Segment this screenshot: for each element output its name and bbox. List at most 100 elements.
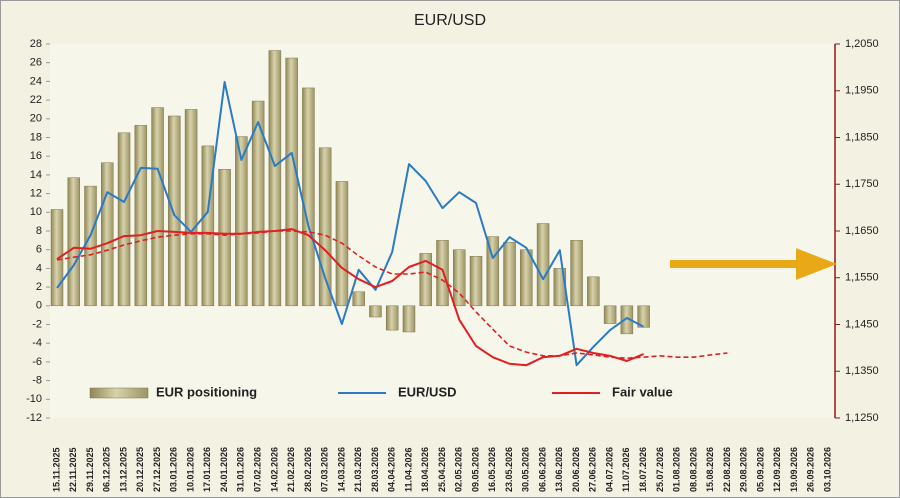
x-tick-label: 21.03.2026 <box>353 447 363 492</box>
bar <box>536 223 550 307</box>
bar <box>369 305 382 318</box>
x-tick-label: 12.09.2026 <box>772 447 782 492</box>
x-tick-label: 23.05.2026 <box>504 447 514 492</box>
bar <box>235 136 248 307</box>
x-tick-label: 27.12.2025 <box>152 447 162 492</box>
y2-tick-label: 1,1750 <box>845 178 879 190</box>
y-tick-label: -4 <box>32 337 42 349</box>
bar <box>184 109 198 307</box>
y-tick-label: -8 <box>32 375 42 387</box>
y-tick-label: 4 <box>36 262 42 274</box>
bar <box>285 57 298 307</box>
x-tick-label: 24.01.2026 <box>219 447 229 492</box>
y-tick-label: -10 <box>26 393 42 405</box>
x-tick-label: 17.01.2026 <box>202 447 212 492</box>
y-tick-label: 18 <box>30 131 42 143</box>
y2-tick-label: 1,1850 <box>845 131 879 143</box>
bar <box>587 276 600 307</box>
bar <box>503 241 516 307</box>
y-tick-label: 20 <box>30 113 42 125</box>
x-tick-label: 16.05.2026 <box>487 447 497 492</box>
x-tick-label: 11.07.2026 <box>621 447 631 492</box>
x-tick-label: 13.06.2026 <box>554 447 564 492</box>
bar <box>134 125 148 307</box>
bar <box>436 240 449 307</box>
y-tick-label: 14 <box>30 169 42 181</box>
bar <box>151 107 164 307</box>
x-tick-label: 25.07.2026 <box>655 447 665 492</box>
y-tick-label: -6 <box>32 356 42 368</box>
y-tick-label: 8 <box>36 225 42 237</box>
y-tick-label: 24 <box>30 75 42 87</box>
x-tick-label: 14.03.2026 <box>336 447 346 492</box>
bar <box>218 169 231 307</box>
x-tick-label: 06.12.2025 <box>102 447 112 492</box>
x-tick-label: 20.06.2026 <box>571 447 581 492</box>
y-tick-label: 2 <box>36 281 42 293</box>
x-tick-label: 15.11.2025 <box>51 447 61 492</box>
y2-tick-label: 1,1450 <box>845 318 879 330</box>
bar <box>520 249 533 307</box>
bar <box>352 291 365 307</box>
x-tick-label: 08.08.2026 <box>688 447 698 492</box>
bar <box>101 162 114 307</box>
bar <box>637 305 650 328</box>
x-tick-label: 31.01.2026 <box>236 447 246 492</box>
y-tick-label: 6 <box>36 244 42 256</box>
y2-tick-label: 1,1350 <box>845 365 879 377</box>
x-tick-label: 21.02.2026 <box>286 447 296 492</box>
y2-tick-label: 1,1550 <box>845 272 879 284</box>
bar <box>50 209 64 307</box>
legend-label: Fair value <box>612 384 673 399</box>
y-tick-label: 0 <box>36 300 42 312</box>
y-tick-label: 12 <box>30 188 42 200</box>
bar <box>603 305 617 324</box>
bar <box>117 132 131 307</box>
bar <box>201 145 215 307</box>
bar <box>469 255 483 307</box>
bar <box>385 305 399 331</box>
x-tick-label: 03.01.2026 <box>169 447 179 492</box>
x-tick-label: 14.02.2026 <box>269 447 279 492</box>
x-tick-label: 18.04.2026 <box>420 447 430 492</box>
y2-tick-label: 1,1250 <box>845 412 879 424</box>
y-tick-label: -2 <box>32 318 42 330</box>
y2-tick-label: 1,1950 <box>845 85 879 97</box>
line <box>56 80 645 367</box>
legend-label: EUR/USD <box>398 384 457 399</box>
bar <box>67 177 81 307</box>
x-tick-label: 20.12.2025 <box>135 447 145 492</box>
x-tick-label: 05.09.2026 <box>755 447 765 492</box>
y-tick-label: 22 <box>30 94 42 106</box>
x-tick-label: 22.11.2025 <box>68 447 78 492</box>
y-tick-label: -12 <box>26 412 42 424</box>
x-tick-label: 13.12.2025 <box>118 447 128 492</box>
x-tick-label: 10.01.2026 <box>185 447 195 492</box>
x-tick-label: 29.11.2025 <box>85 447 95 492</box>
line <box>56 230 728 359</box>
x-tick-label: 09.05.2026 <box>470 447 480 492</box>
x-tick-label: 26.09.2026 <box>806 447 816 492</box>
y-tick-label: 10 <box>30 206 42 218</box>
y2-tick-label: 1,2050 <box>845 38 879 50</box>
x-tick-label: 28.02.2026 <box>303 447 313 492</box>
x-tick-label: 29.08.2026 <box>739 447 749 492</box>
y-tick-label: 26 <box>30 57 42 69</box>
legend-label: EUR positioning <box>156 384 257 399</box>
bar <box>318 147 332 307</box>
x-tick-label: 25.04.2026 <box>437 447 447 492</box>
bar <box>251 100 265 307</box>
x-tick-label: 07.02.2026 <box>253 447 263 492</box>
bar <box>570 240 583 307</box>
arrow <box>670 248 838 280</box>
x-tick-label: 04.07.2026 <box>604 447 614 492</box>
bar <box>620 305 634 335</box>
line <box>56 228 644 367</box>
x-tick-label: 22.08.2026 <box>722 447 732 492</box>
chart-title: EUR/USD <box>414 12 486 29</box>
y2-tick-label: 1,1650 <box>845 225 879 237</box>
x-tick-label: 27.06.2026 <box>588 447 598 492</box>
x-tick-label: 07.03.2026 <box>320 447 330 492</box>
x-tick-label: 28.03.2026 <box>370 447 380 492</box>
